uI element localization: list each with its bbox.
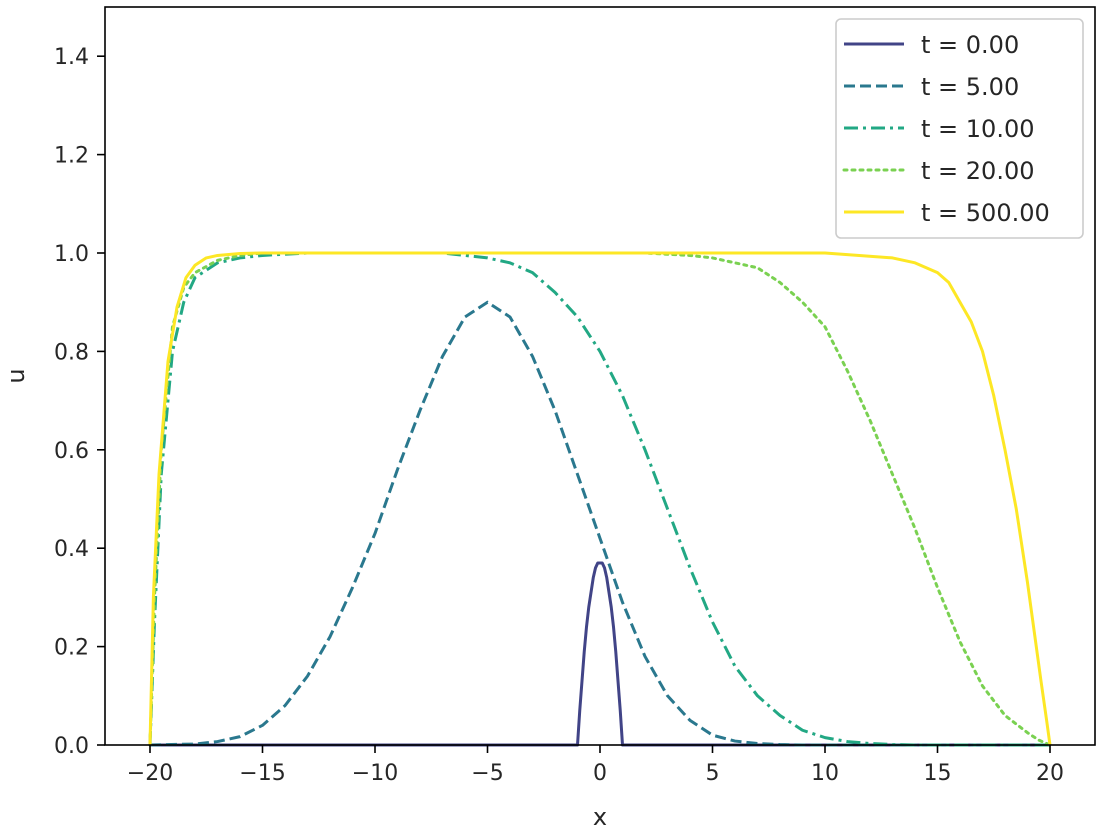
x-tick-label: −20 [127,761,173,786]
y-axis: 0.0 0.2 0.4 0.6 0.8 1.0 1.2 1.4 [54,45,105,759]
legend-label-0: t = 0.00 [921,31,1019,59]
x-axis-label: x [593,803,607,831]
series-line-3 [148,251,1052,747]
legend-label-1: t = 5.00 [921,73,1019,101]
x-tick-label: −10 [352,761,398,786]
x-tick-label: −15 [239,761,285,786]
series-line-0 [150,561,1050,747]
y-tick-label: 0.8 [54,340,89,365]
x-tick-label: 15 [924,761,952,786]
x-tick-label: 5 [706,761,720,786]
legend-label-3: t = 20.00 [921,157,1034,185]
x-tick-label: 10 [811,761,839,786]
legend-box [835,18,1084,239]
y-tick-label: 1.0 [54,242,89,267]
x-tick-label: 0 [593,761,607,786]
y-tick-label: 0.6 [54,439,89,464]
x-axis: −20 −15 −10 −5 0 5 10 15 20 [127,745,1064,786]
y-tick-label: 0.0 [54,734,89,759]
series-line-4 [148,251,1052,746]
legend-label-4: t = 500.00 [921,199,1050,227]
y-axis-label: u [2,368,30,383]
y-tick-label: 1.2 [54,144,89,169]
legend: t = 0.00 t = 5.00 t = 10.00 t = 20.00 t = 50… [835,18,1084,239]
series-layer [148,251,1052,747]
y-tick-label: 1.4 [54,45,89,70]
series-line-2 [148,251,1050,747]
x-tick-label: −5 [471,761,503,786]
series-line-1 [149,300,1050,747]
y-tick-label: 0.4 [54,537,89,562]
legend-label-2: t = 10.00 [921,115,1034,143]
x-tick-label: 20 [1036,761,1064,786]
y-tick-label: 0.2 [54,636,89,661]
